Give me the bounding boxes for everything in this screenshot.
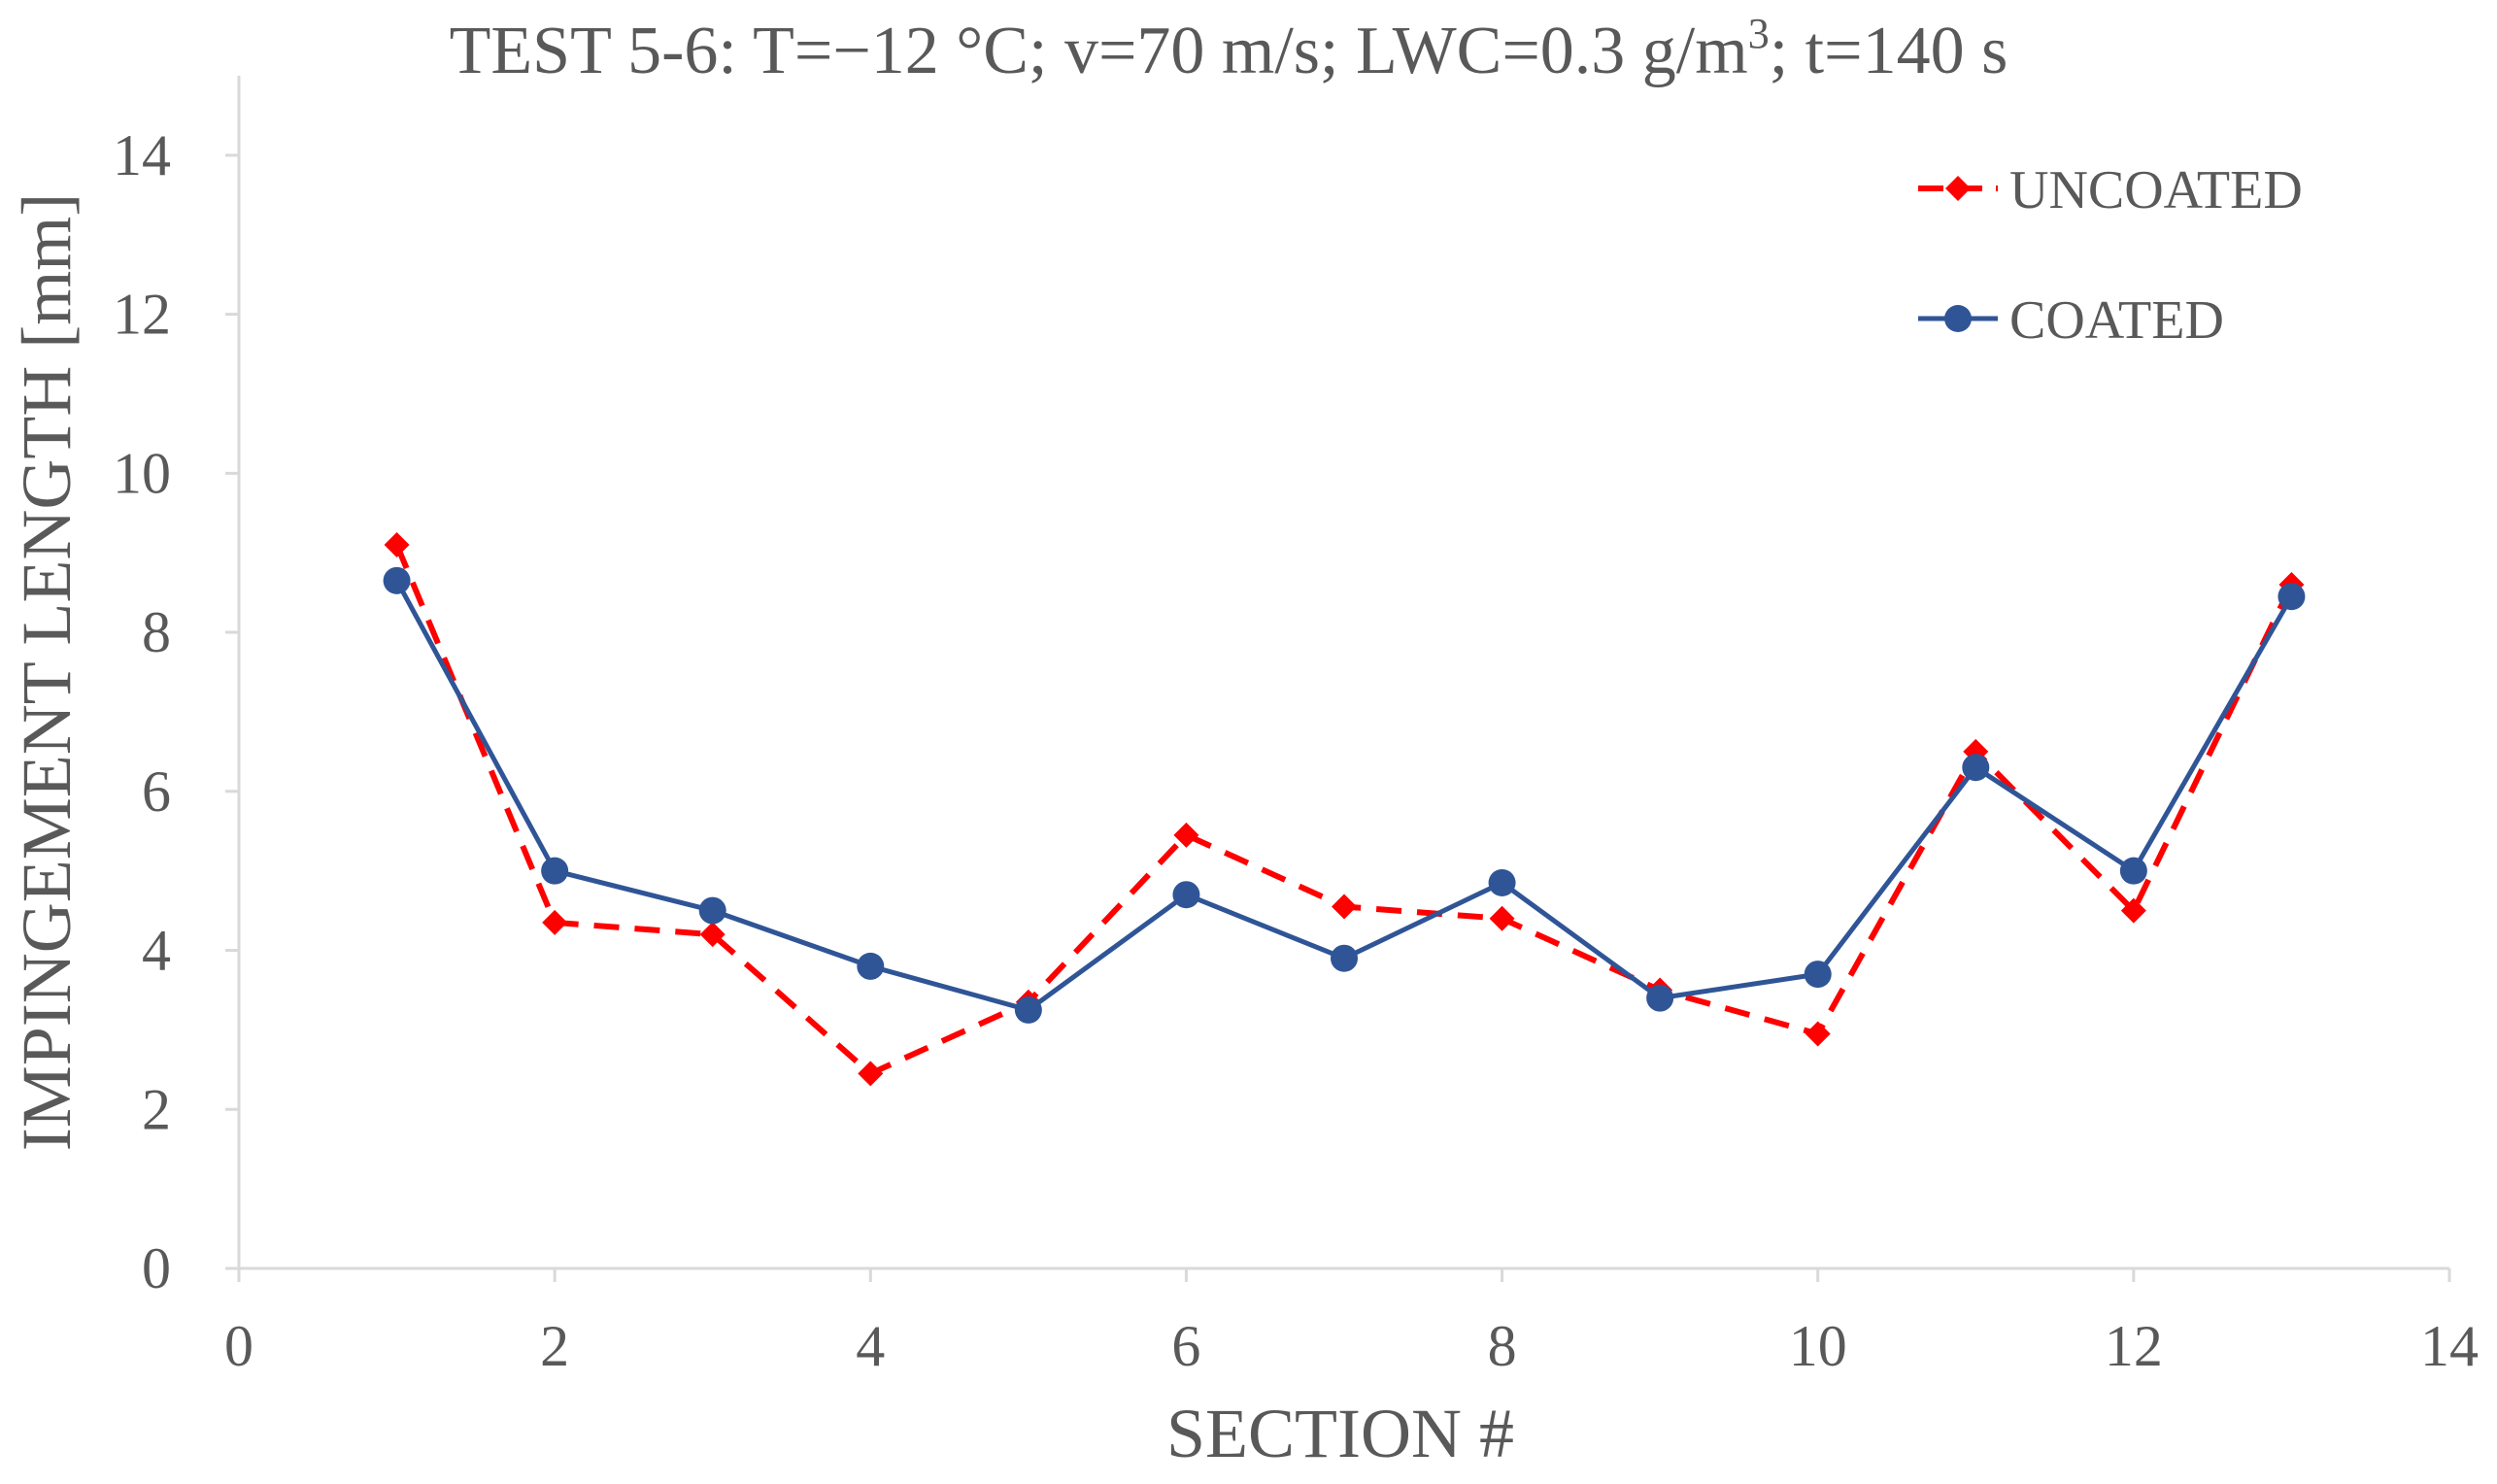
y-tick-label: 6	[142, 759, 171, 824]
legend-marker-uncoated	[1945, 176, 1971, 201]
chart-title-main: TEST 5-6: T=−12 °C; v=70 m/s; LWC=0.3 g/…	[450, 14, 1748, 88]
data-point-coated	[1014, 995, 1042, 1024]
legend-marker-coated	[1944, 305, 1972, 332]
chart-title-tail: ; t=140 s	[1770, 14, 2008, 88]
y-tick-label: 14	[113, 123, 171, 187]
data-point-uncoated	[1489, 905, 1515, 931]
legend-item-uncoated: UNCOATED	[1918, 160, 2303, 220]
x-tick-label: 8	[1488, 1314, 1517, 1378]
x-tick-label: 10	[1789, 1314, 1847, 1378]
data-point-uncoated	[699, 922, 725, 948]
data-point-coated	[1488, 868, 1516, 896]
series-layer	[383, 532, 2306, 1087]
data-point-coated	[2278, 583, 2306, 611]
data-point-uncoated	[1173, 822, 1199, 848]
x-ticks: 0 2 4 6 8 10 12 14	[224, 1268, 2479, 1378]
y-tick-label: 2	[142, 1077, 171, 1141]
data-point-coated	[698, 896, 726, 925]
data-point-uncoated	[384, 532, 410, 558]
series-coated	[383, 566, 2306, 1024]
y-tick-label: 8	[142, 600, 171, 664]
data-point-coated	[1646, 984, 1674, 1012]
data-point-uncoated	[542, 909, 568, 935]
data-point-coated	[1804, 961, 1832, 989]
y-axis-title: IMPINGEMENT LENGTH [mm]	[8, 193, 85, 1152]
data-point-uncoated	[858, 1061, 884, 1087]
legend: UNCOATED COATED	[1918, 160, 2303, 351]
legend-label-coated: COATED	[2009, 290, 2224, 351]
y-tick-label: 12	[113, 283, 171, 347]
x-tick-label: 0	[224, 1314, 253, 1378]
y-tick-label: 4	[142, 919, 171, 983]
series-line-uncoated	[393, 543, 2295, 1077]
x-tick-label: 6	[1171, 1314, 1200, 1378]
data-point-coated	[2119, 857, 2147, 885]
series-uncoated	[384, 532, 2305, 1087]
chart-title-superscript: 3	[1748, 10, 1770, 57]
data-point-coated	[1172, 881, 1200, 909]
axes	[237, 76, 2449, 1270]
data-point-coated	[383, 566, 411, 594]
x-axis-title: SECTION #	[1166, 1395, 1514, 1472]
y-tick-label: 10	[113, 441, 171, 505]
data-point-coated	[1331, 944, 1358, 972]
legend-item-coated: COATED	[1918, 290, 2224, 351]
x-tick-label: 2	[540, 1314, 569, 1378]
x-tick-label: 14	[2420, 1314, 2479, 1378]
data-point-coated	[1962, 754, 1990, 782]
y-ticks: 0 2 4 6 8 10 12 14	[113, 123, 239, 1300]
data-point-coated	[541, 857, 569, 885]
x-tick-label: 4	[856, 1314, 885, 1378]
legend-label-uncoated: UNCOATED	[2009, 160, 2303, 220]
data-point-uncoated	[1332, 894, 1357, 920]
data-point-coated	[857, 952, 885, 980]
data-point-uncoated	[2120, 897, 2146, 924]
y-tick-label: 0	[142, 1236, 171, 1300]
data-point-uncoated	[1805, 1021, 1831, 1047]
chart-title: TEST 5-6: T=−12 °C; v=70 m/s; LWC=0.3 g/…	[450, 10, 2008, 88]
x-tick-label: 12	[2105, 1314, 2163, 1378]
